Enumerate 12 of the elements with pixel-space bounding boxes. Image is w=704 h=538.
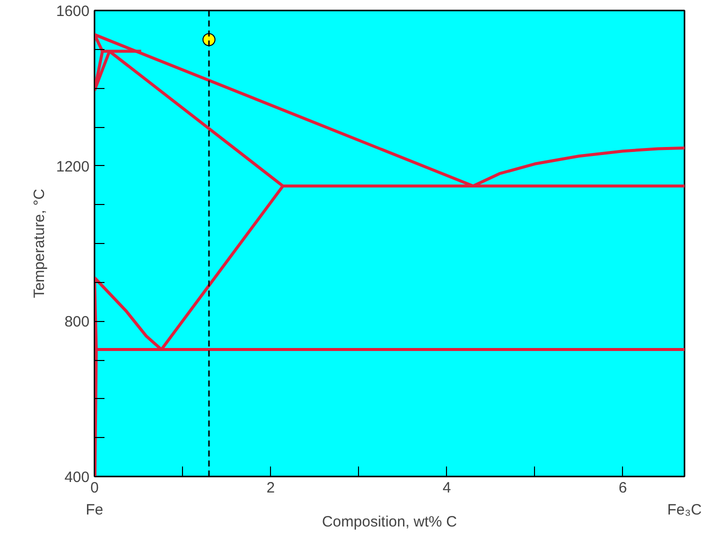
- y-tick-label: 1600: [56, 3, 90, 20]
- x-tick-label: 0: [90, 480, 99, 496]
- y-tick-label: 400: [64, 469, 90, 486]
- x-tick-label: 6: [618, 480, 628, 496]
- y-tick-label: 1200: [56, 158, 90, 176]
- x-tick-label: 2: [266, 480, 275, 496]
- x-axis-title: Composition, wt% C: [322, 514, 458, 530]
- text: Fe: [86, 502, 104, 518]
- x-tick-label: 4: [442, 480, 451, 496]
- y-axis-title: Temperature, °C: [31, 188, 48, 298]
- y-tick-label: 800: [64, 314, 90, 331]
- text: Fe₃C: [667, 502, 702, 518]
